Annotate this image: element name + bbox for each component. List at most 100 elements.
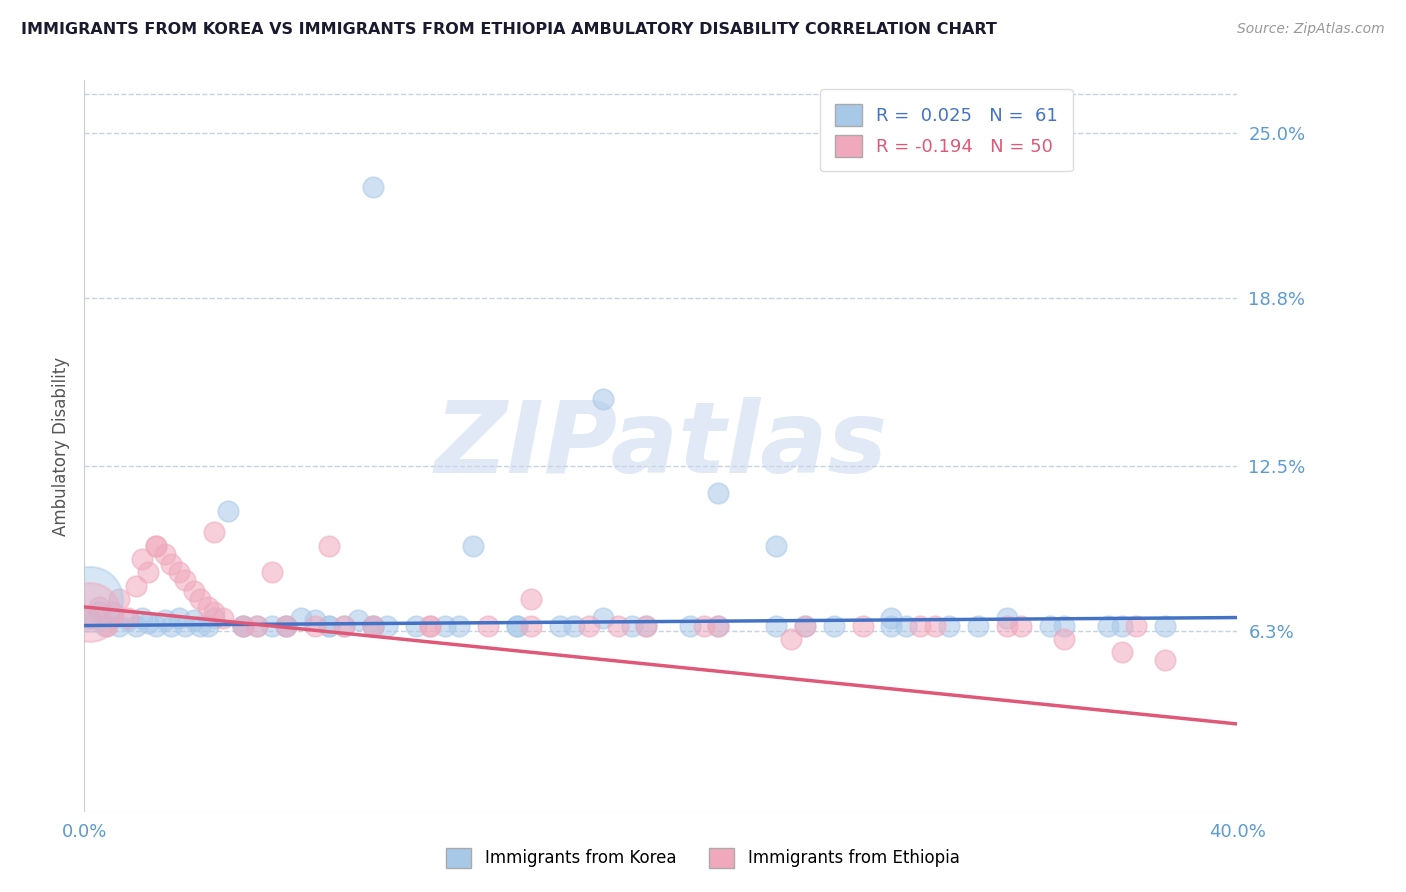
Point [188, 618, 211, 632]
Point [188, 591, 211, 606]
Point [361, 179, 384, 194]
Point [125, 618, 148, 632]
Point [246, 618, 269, 632]
Point [117, 613, 139, 627]
Text: ZIPatlas: ZIPatlas [434, 398, 887, 494]
Point [477, 618, 499, 632]
Point [103, 610, 124, 624]
Point [564, 618, 586, 632]
Point [1010, 618, 1032, 632]
Point [197, 599, 219, 614]
Point [520, 618, 543, 632]
Point [246, 618, 269, 632]
Point [578, 618, 600, 632]
Point [765, 539, 787, 553]
Point [995, 610, 1018, 624]
Point [318, 618, 340, 632]
Point [169, 566, 191, 580]
Point [87, 605, 110, 619]
Point [880, 618, 903, 632]
Point [183, 613, 205, 627]
Point [779, 632, 801, 646]
Point [449, 618, 471, 632]
Point [1154, 653, 1177, 667]
Point [79, 591, 101, 606]
Point [419, 618, 441, 632]
Point [333, 618, 356, 632]
Point [347, 613, 370, 627]
Point [1097, 618, 1119, 632]
Point [433, 618, 456, 632]
Point [79, 605, 101, 619]
Point [967, 618, 990, 632]
Point [136, 566, 159, 580]
Point [153, 547, 176, 561]
Point [174, 574, 197, 588]
Point [79, 610, 101, 624]
Point [202, 605, 225, 619]
Point [202, 610, 225, 624]
Point [1111, 645, 1133, 659]
Point [693, 618, 716, 632]
Point [318, 539, 340, 553]
Point [160, 618, 183, 632]
Point [995, 618, 1018, 632]
Point [707, 618, 730, 632]
Point [765, 618, 787, 632]
Legend: R =  0.025   N =  61, R = -0.194   N = 50: R = 0.025 N = 61, R = -0.194 N = 50 [821, 89, 1073, 171]
Point [117, 610, 139, 624]
Point [333, 618, 356, 632]
Point [136, 615, 159, 630]
Point [606, 618, 628, 632]
Y-axis label: Ambulatory Disability: Ambulatory Disability [52, 357, 70, 535]
Point [232, 618, 254, 632]
Point [361, 618, 384, 632]
Point [621, 618, 644, 632]
Point [707, 485, 730, 500]
Point [218, 504, 240, 518]
Point [910, 618, 932, 632]
Point [232, 618, 254, 632]
Point [169, 610, 191, 624]
Point [880, 610, 903, 624]
Point [197, 618, 219, 632]
Point [290, 610, 312, 624]
Point [1053, 632, 1076, 646]
Text: Source: ZipAtlas.com: Source: ZipAtlas.com [1237, 22, 1385, 37]
Point [592, 610, 614, 624]
Point [87, 599, 110, 614]
Point [131, 610, 153, 624]
Point [304, 618, 326, 632]
Point [506, 618, 529, 632]
Point [1111, 618, 1133, 632]
Point [232, 618, 254, 632]
Point [361, 618, 384, 632]
Point [1125, 618, 1147, 632]
Point [506, 618, 529, 632]
Point [160, 558, 183, 572]
Legend: Immigrants from Korea, Immigrants from Ethiopia: Immigrants from Korea, Immigrants from E… [440, 841, 966, 875]
Point [318, 618, 340, 632]
Point [260, 618, 283, 632]
Point [304, 613, 326, 627]
Point [361, 618, 384, 632]
Point [852, 618, 875, 632]
Point [276, 618, 298, 632]
Point [636, 618, 658, 632]
Point [419, 618, 441, 632]
Point [1154, 618, 1177, 632]
Point [520, 591, 543, 606]
Point [636, 618, 658, 632]
Point [174, 618, 197, 632]
Point [202, 525, 225, 540]
Point [183, 584, 205, 599]
Point [1039, 618, 1062, 632]
Point [894, 618, 917, 632]
Point [145, 618, 167, 632]
Point [924, 618, 946, 632]
Point [938, 618, 960, 632]
Point [108, 618, 131, 632]
Point [153, 613, 176, 627]
Point [405, 618, 427, 632]
Point [1053, 618, 1076, 632]
